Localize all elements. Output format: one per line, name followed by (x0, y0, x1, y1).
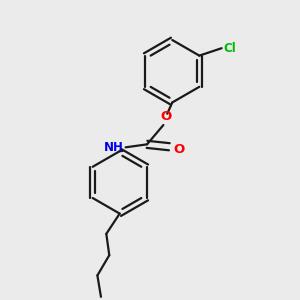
Text: NH: NH (104, 141, 124, 154)
Text: O: O (173, 143, 184, 156)
Text: Cl: Cl (223, 42, 236, 55)
Text: O: O (160, 110, 171, 123)
